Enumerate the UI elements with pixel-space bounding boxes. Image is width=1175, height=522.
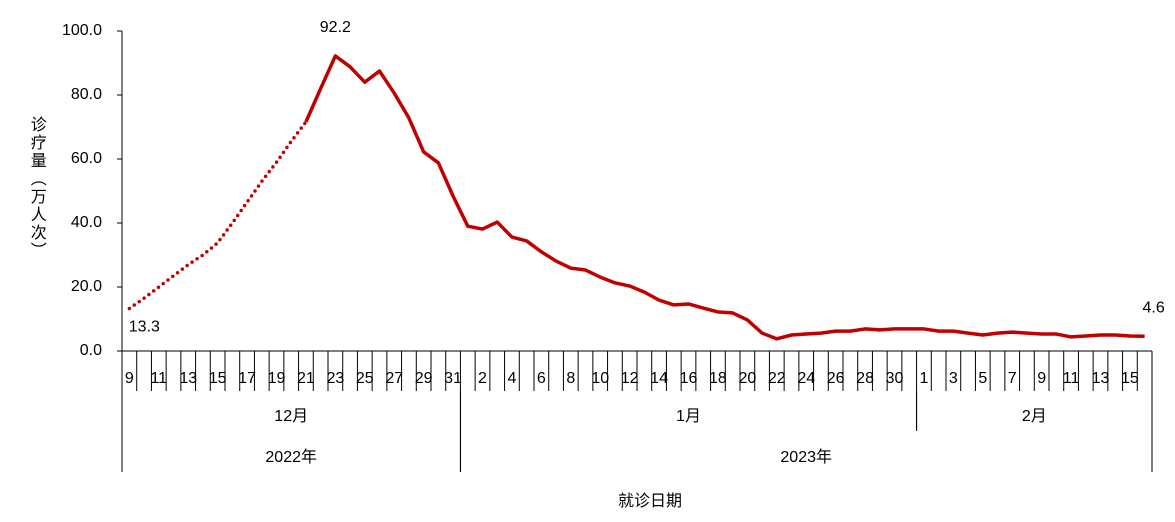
x-tick-label: 12 — [621, 370, 639, 387]
x-tick-label: 19 — [268, 370, 286, 387]
x-tick-label: 24 — [797, 370, 815, 387]
x-tick-label: 26 — [827, 370, 845, 387]
x-tick-label: 29 — [415, 370, 433, 387]
x-tick-label: 31 — [444, 370, 462, 387]
x-tick-label: 21 — [297, 370, 315, 387]
x-tick-label: 9 — [125, 370, 134, 387]
line-series — [127, 120, 308, 311]
data-label: 4.6 — [1143, 299, 1165, 316]
x-tick-label: 22 — [768, 370, 786, 387]
x-tick-label: 23 — [326, 370, 344, 387]
x-tick-label: 8 — [566, 370, 575, 387]
data-label: 92.2 — [320, 19, 351, 36]
y-tick-label: 80.0 — [71, 86, 102, 103]
y-axis-label: 诊疗量（万人次） — [28, 116, 47, 260]
line-series — [304, 54, 1145, 341]
x-tick-label: 20 — [738, 370, 756, 387]
x-tick-label: 11 — [1063, 370, 1080, 387]
month-label: 1月 — [676, 408, 701, 425]
month-label: 2月 — [1022, 408, 1047, 425]
x-tick-label: 28 — [856, 370, 874, 387]
year-label: 2023年 — [780, 448, 832, 466]
y-tick-label: 0.0 — [80, 342, 102, 359]
x-tick-label: 25 — [356, 370, 374, 387]
x-tick-label: 10 — [591, 370, 609, 387]
month-label: 12月 — [274, 408, 308, 425]
x-tick-label: 27 — [385, 370, 403, 387]
x-tick-label: 14 — [650, 370, 668, 387]
y-tick-label: 60.0 — [71, 150, 102, 167]
year-label: 2022年 — [265, 448, 317, 466]
x-tick-label: 15 — [209, 370, 227, 387]
y-tick-label: 20.0 — [71, 278, 102, 295]
x-tick-label: 1 — [919, 370, 928, 387]
x-tick-label: 7 — [1008, 370, 1017, 387]
data-label: 13.3 — [129, 319, 160, 336]
y-tick-label: 40.0 — [71, 214, 102, 231]
x-tick-label: 9 — [1037, 370, 1046, 387]
x-tick-label: 6 — [537, 370, 546, 387]
x-tick-label: 17 — [238, 370, 256, 387]
y-tick-label: 100.0 — [62, 22, 102, 39]
x-tick-label: 16 — [680, 370, 698, 387]
x-axis-label: 就诊日期 — [618, 492, 682, 510]
x-tick-label: 13 — [179, 370, 197, 387]
x-tick-label: 11 — [150, 370, 167, 387]
x-tick-label: 5 — [978, 370, 987, 387]
x-tick-label: 15 — [1121, 370, 1139, 387]
x-tick-label: 3 — [949, 370, 958, 387]
x-tick-label: 2 — [478, 370, 487, 387]
x-tick-label: 30 — [886, 370, 904, 387]
x-tick-label: 13 — [1092, 370, 1110, 387]
x-tick-label: 4 — [507, 370, 516, 387]
x-tick-label: 18 — [709, 370, 727, 387]
